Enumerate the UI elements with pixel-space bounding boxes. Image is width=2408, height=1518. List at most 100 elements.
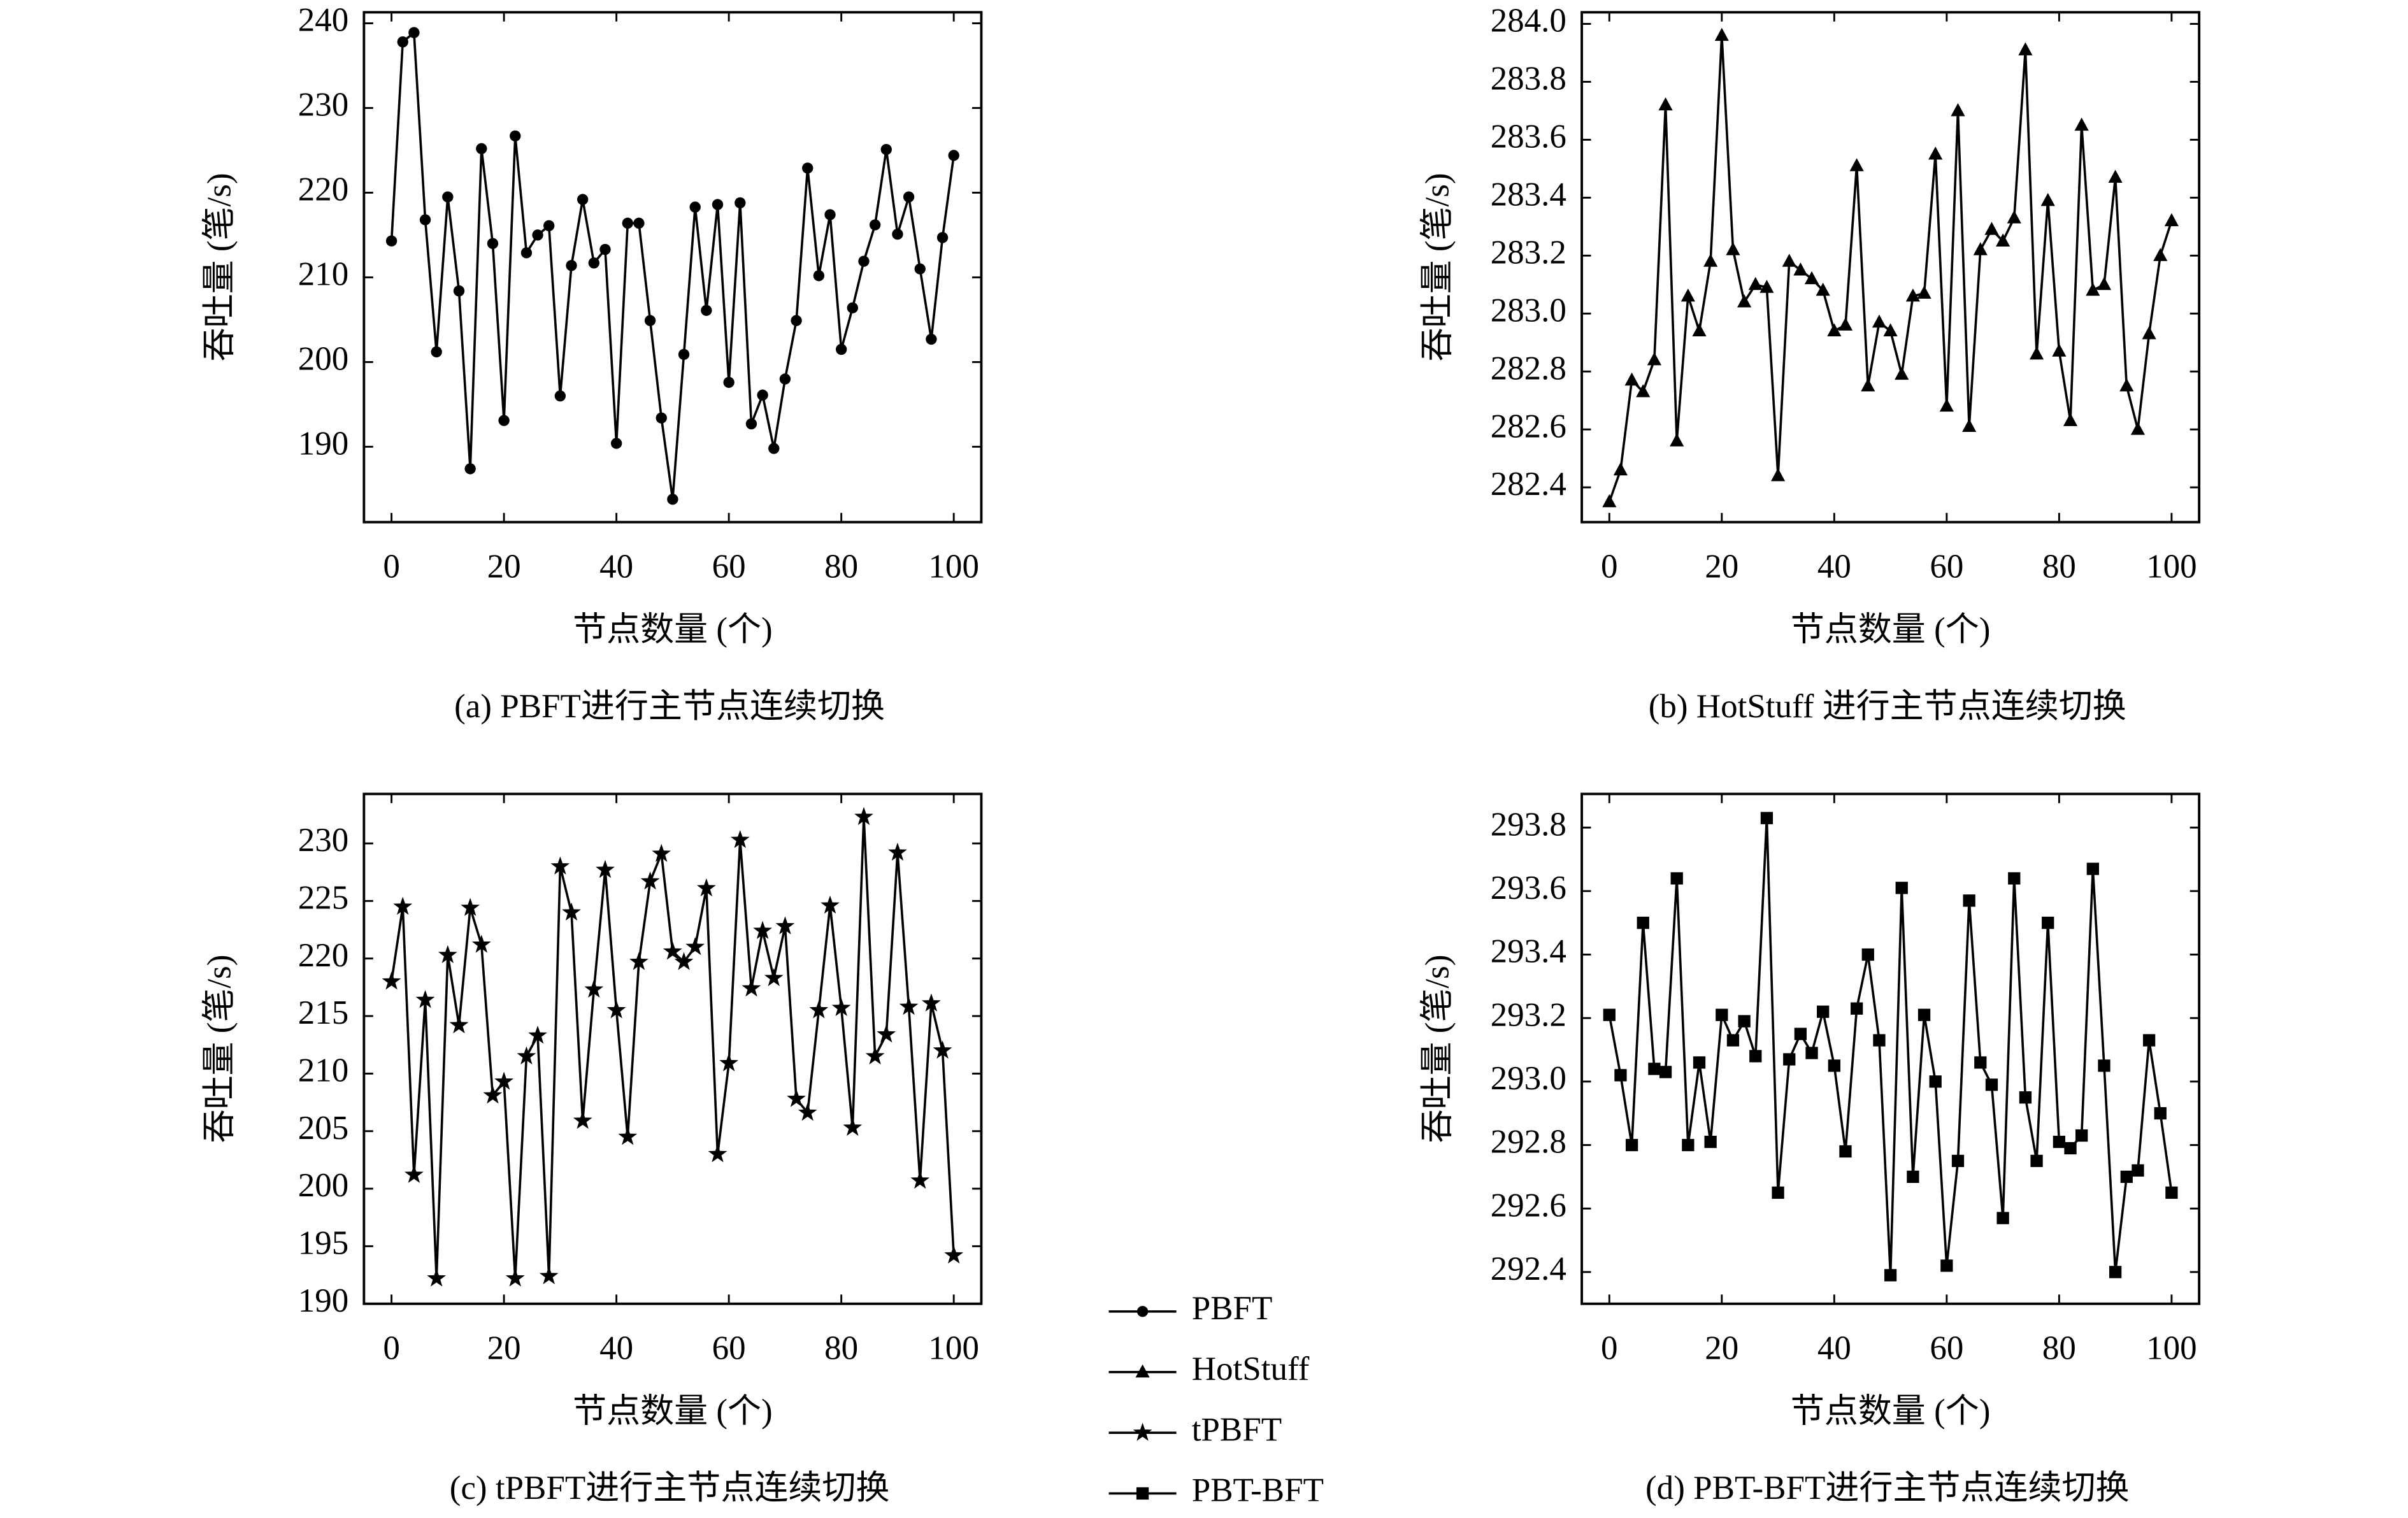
data-point xyxy=(1793,262,1808,276)
data-point xyxy=(1760,812,1774,824)
data-point xyxy=(2052,343,2067,357)
data-point xyxy=(877,1024,896,1043)
data-point xyxy=(1749,1050,1762,1063)
x-tick-label: 100 xyxy=(928,548,979,585)
data-point xyxy=(791,315,802,326)
data-point xyxy=(831,998,851,1017)
data-point xyxy=(1984,222,1999,235)
data-point xyxy=(2142,1034,2156,1047)
x-tick-label: 100 xyxy=(2146,548,2197,585)
y-axis-label: 吞吐量 (笔/s) xyxy=(201,173,238,361)
data-point xyxy=(652,843,671,862)
data-point xyxy=(408,27,420,38)
x-tick-label: 100 xyxy=(928,1330,979,1367)
data-point xyxy=(505,1268,525,1287)
data-point xyxy=(1963,894,1975,907)
data-point xyxy=(393,896,413,915)
data-point xyxy=(2018,42,2033,55)
data-point xyxy=(858,255,870,267)
data-point xyxy=(2007,210,2021,224)
data-point xyxy=(1704,1135,1717,1149)
data-point xyxy=(730,829,750,849)
data-point xyxy=(696,878,716,897)
legend-marker xyxy=(1136,1306,1149,1317)
data-point xyxy=(427,1268,447,1287)
y-tick-label: 220 xyxy=(298,171,349,208)
data-point xyxy=(1614,1069,1627,1082)
x-tick-label: 40 xyxy=(599,548,633,585)
y-tick-label: 283.4 xyxy=(1491,176,1566,213)
x-tick-label: 20 xyxy=(487,548,521,585)
data-point xyxy=(566,260,577,271)
data-point xyxy=(442,191,454,203)
data-point xyxy=(1738,1015,1751,1028)
y-tick-label: 283.6 xyxy=(1491,118,1566,155)
data-point xyxy=(2120,1170,2133,1184)
data-point xyxy=(2154,1107,2167,1120)
y-tick-label: 284.0 xyxy=(1491,3,1566,39)
data-point xyxy=(865,1046,885,1064)
data-point xyxy=(1804,271,1819,285)
data-point xyxy=(596,859,615,878)
y-tick-label: 293.6 xyxy=(1491,870,1566,906)
x-axis-label: 节点数量 (个) xyxy=(573,611,773,648)
x-axis-label: 节点数量 (个) xyxy=(573,1393,773,1429)
plot-frame xyxy=(362,792,983,1305)
data-point xyxy=(1670,872,1683,885)
x-axis-label: 节点数量 (个) xyxy=(1791,1393,1991,1429)
y-tick-label: 293.8 xyxy=(1491,806,1566,843)
x-tick-label: 100 xyxy=(2146,1330,2197,1367)
data-point xyxy=(1726,242,1740,255)
data-point xyxy=(419,214,431,226)
data-point xyxy=(1714,27,1729,41)
plot-frame xyxy=(1580,11,2201,524)
y-tick-label: 283.2 xyxy=(1491,234,1566,271)
data-point xyxy=(1782,254,1796,267)
legend-marker xyxy=(1136,1487,1149,1500)
data-point xyxy=(1928,147,1943,160)
data-point xyxy=(573,1110,592,1129)
data-point xyxy=(914,263,926,275)
data-point xyxy=(2063,413,2078,426)
x-axis-label: 节点数量 (个) xyxy=(1791,611,1991,648)
data-point xyxy=(2042,917,2054,929)
data-point xyxy=(1895,882,1908,894)
y-tick-label: 230 xyxy=(298,87,349,124)
data-point xyxy=(453,285,465,297)
x-tick-label: 20 xyxy=(1705,1330,1738,1367)
x-tick-label: 0 xyxy=(1601,548,1618,585)
data-point xyxy=(1939,398,1954,412)
data-point xyxy=(1603,1008,1616,1021)
data-point xyxy=(1873,1034,1886,1047)
data-point xyxy=(723,376,735,388)
data-point xyxy=(1962,419,1977,433)
legend-label: HotStuff xyxy=(1192,1350,1310,1387)
data-point xyxy=(685,936,705,956)
legend-label: PBT-BFT xyxy=(1192,1472,1324,1509)
y-tick-label: 283.0 xyxy=(1491,292,1566,329)
data-point xyxy=(554,390,566,402)
data-point xyxy=(656,412,667,424)
caption: (b) HotStuff 进行主节点连续切换 xyxy=(1649,688,2126,725)
data-point xyxy=(2053,1135,2066,1149)
y-tick-label: 293.0 xyxy=(1491,1060,1566,1097)
data-point xyxy=(415,990,435,1008)
data-point xyxy=(1974,1056,1987,1069)
caption: (a) PBFT进行主节点连续切换 xyxy=(454,688,885,725)
data-point xyxy=(487,238,499,249)
data-point xyxy=(1682,1138,1695,1152)
x-tick-label: 80 xyxy=(824,548,858,585)
y-tick-label: 225 xyxy=(298,880,349,917)
x-tick-label: 20 xyxy=(487,1330,521,1367)
x-tick-label: 40 xyxy=(1817,1330,1851,1367)
data-point xyxy=(2030,1154,2043,1168)
y-tick-label: 190 xyxy=(298,1282,349,1319)
data-point xyxy=(1849,158,1864,171)
plot-frame xyxy=(1580,792,2201,1305)
data-point xyxy=(1951,1154,1965,1168)
data-point xyxy=(708,1144,727,1163)
data-point xyxy=(701,304,712,316)
data-point xyxy=(2108,169,2123,183)
data-point xyxy=(1737,294,1752,308)
data-point xyxy=(2132,1164,2144,1177)
